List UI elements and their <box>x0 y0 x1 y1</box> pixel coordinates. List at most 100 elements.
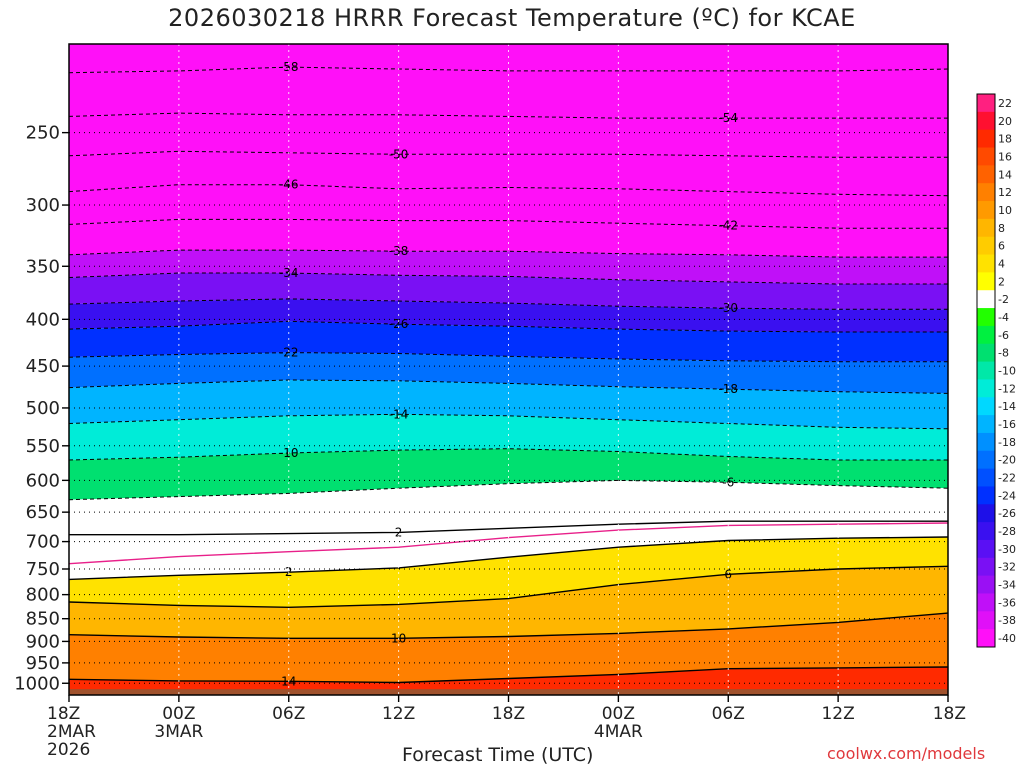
isotherm-label: -58 <box>279 60 299 74</box>
colorbar-swatch <box>977 379 995 398</box>
colorbar-label: -4 <box>998 311 1009 324</box>
colorbar-label: 4 <box>998 257 1005 270</box>
colorbar-swatch <box>977 432 995 452</box>
temperature-band <box>69 448 948 500</box>
colorbar-swatch <box>977 308 995 327</box>
x-tick-label: 18Z <box>492 704 525 724</box>
colorbar-swatch <box>977 254 995 273</box>
colorbar-swatch <box>977 272 995 291</box>
isotherm-label: -54 <box>718 111 738 125</box>
colorbar-swatch <box>977 361 995 380</box>
y-tick-label: 400 <box>26 309 60 330</box>
colorbar-label: 20 <box>998 115 1012 128</box>
colorbar-label: -28 <box>998 525 1016 538</box>
colorbar-swatch <box>977 325 995 345</box>
isotherm-label: -14 <box>389 407 409 421</box>
y-tick-label: 700 <box>26 532 60 553</box>
x-axis-label: Forecast Time (UTC) <box>402 744 594 766</box>
x-tick-label: 18Z <box>47 704 80 724</box>
colorbar-swatch <box>977 236 995 256</box>
x-date-label: 2MAR <box>47 722 96 742</box>
colorbar-label: -40 <box>998 632 1016 645</box>
colorbar-swatch <box>977 504 995 523</box>
y-tick-label: 300 <box>26 195 60 216</box>
colorbar-label: -30 <box>998 543 1016 556</box>
x-date-label: 4MAR <box>594 722 643 742</box>
colorbar-label: -6 <box>998 329 1009 342</box>
colorbar-label: 10 <box>998 204 1012 217</box>
colorbar-label: -26 <box>998 507 1016 520</box>
colorbar-label: -18 <box>998 436 1016 449</box>
colorbar-label: 16 <box>998 150 1012 163</box>
colorbar-label: -24 <box>998 489 1016 502</box>
colorbar-frame <box>976 93 996 648</box>
colorbar-label: -16 <box>998 418 1016 431</box>
isotherm-label: -22 <box>279 346 299 360</box>
x-tick-label: 12Z <box>821 704 854 724</box>
colorbar-swatch <box>977 575 995 594</box>
y-tick-label: 750 <box>26 559 60 580</box>
y-tick-label: 550 <box>26 436 60 457</box>
colorbar-swatch <box>977 593 995 612</box>
y-tick-label: 950 <box>26 653 60 674</box>
color-scale-legend: 22 20 18 16 14 12 10 8 6 4 2 -2 -4 -6 -8 -10 -12 -14 -16 -1… <box>976 93 1016 648</box>
colorbar-label: 6 <box>998 240 1005 253</box>
colorbar-swatch <box>977 397 995 416</box>
colorbar-label: -12 <box>998 382 1016 395</box>
colorbar-label: 14 <box>998 168 1012 181</box>
colorbar-label: 8 <box>998 222 1005 235</box>
y-tick-label: 1000 <box>14 673 60 694</box>
x-tick-label: 06Z <box>712 704 745 724</box>
y-tick-label: 250 <box>26 123 60 144</box>
colorbar-label: 12 <box>998 186 1012 199</box>
x-tick-label: 06Z <box>272 704 305 724</box>
y-tick-label: 600 <box>26 470 60 491</box>
isotherm-label: -38 <box>389 244 409 258</box>
colorbar-swatch <box>977 165 995 184</box>
colorbar-swatch <box>977 557 995 577</box>
colorbar-swatch <box>977 94 995 113</box>
x-date-label: 3MAR <box>154 722 203 742</box>
colorbar-swatch <box>977 415 995 434</box>
isotherm-label: 6 <box>724 567 732 581</box>
colorbar-label: -10 <box>998 365 1016 378</box>
pressure-axis: 2503003504004505005506006507007508008509… <box>14 123 69 694</box>
isotherm-line <box>68 536 949 581</box>
colorbar-swatch <box>977 450 995 470</box>
colorbar-swatch <box>977 183 995 202</box>
isotherm-label: -46 <box>279 178 299 192</box>
temperature-band <box>69 414 948 460</box>
colorbar-label: -20 <box>998 454 1016 467</box>
isotherm-line <box>69 520 948 536</box>
x-tick-label: 00Z <box>602 704 635 724</box>
colorbar-label: 18 <box>998 133 1012 146</box>
colorbar-swatch <box>977 218 995 238</box>
isotherm-line <box>68 612 949 639</box>
colorbar-label: 2 <box>998 275 1005 288</box>
x-tick-label: 00Z <box>162 704 195 724</box>
colorbar-swatch <box>977 468 995 487</box>
y-tick-label: 800 <box>26 585 60 606</box>
colorbar-label: -14 <box>998 400 1016 413</box>
temperature-band <box>69 521 948 580</box>
isotherm-label: -50 <box>389 147 409 161</box>
colorbar-label: -8 <box>998 347 1009 360</box>
x-tick-label: 12Z <box>382 704 415 724</box>
colorbar-label: -32 <box>998 561 1016 574</box>
isotherm-line <box>68 666 949 684</box>
y-tick-label: 500 <box>26 398 60 419</box>
colorbar-swatch <box>977 147 995 166</box>
source-credit: coolwx.com/models <box>827 744 986 763</box>
y-tick-label: 350 <box>26 256 60 277</box>
y-tick-label: 850 <box>26 609 60 630</box>
y-tick-label: 450 <box>26 356 60 377</box>
y-tick-label: 900 <box>26 631 60 652</box>
colorbar-swatch <box>977 539 995 559</box>
colorbar-swatch <box>977 290 995 309</box>
isotherm-label: 2 <box>395 525 403 539</box>
colorbar-swatch <box>977 629 995 648</box>
x-date-label: 2026 <box>47 740 90 760</box>
colorbar-label: -34 <box>998 579 1016 592</box>
